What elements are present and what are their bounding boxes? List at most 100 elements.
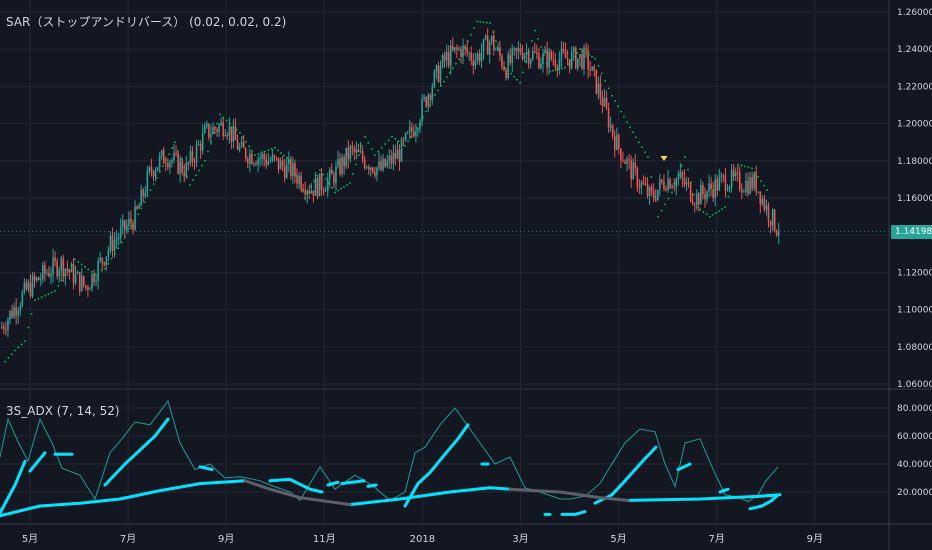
candle	[675, 179, 678, 187]
candle	[691, 201, 694, 205]
sar-dot	[289, 159, 291, 162]
sar-dot	[334, 191, 336, 194]
candle	[76, 272, 79, 274]
sar-dot	[519, 81, 521, 84]
sar-dot	[677, 173, 680, 176]
candle	[324, 190, 327, 192]
candle	[693, 204, 696, 206]
candle	[634, 162, 637, 169]
candle	[689, 183, 692, 202]
candle	[517, 48, 520, 51]
candle	[177, 152, 179, 174]
sar-dot	[110, 257, 113, 260]
sar-dot	[458, 58, 460, 61]
adx-tick-label: 80.0000	[897, 404, 932, 414]
price-tick-label: 1.16000	[897, 194, 932, 204]
candle	[404, 133, 407, 140]
candle	[718, 177, 721, 191]
time-tick-label: 2018	[410, 534, 435, 545]
candle	[474, 60, 477, 66]
candle	[152, 171, 155, 177]
candle	[513, 47, 516, 49]
sar-dot	[80, 263, 83, 266]
sar-dot	[137, 213, 140, 216]
candle	[17, 310, 19, 316]
adx-thick-line	[626, 493, 782, 502]
candle	[749, 177, 751, 194]
sar-dot	[90, 270, 93, 273]
candle	[171, 159, 173, 162]
candle	[265, 159, 268, 165]
candle	[622, 160, 624, 162]
candle	[302, 188, 304, 191]
candle	[519, 48, 522, 53]
adx-tick-label: 20.0000	[897, 488, 932, 498]
candle	[146, 171, 149, 194]
candle	[148, 167, 151, 172]
sar-dot	[461, 53, 463, 56]
adx-pane[interactable]	[0, 399, 782, 518]
sar-dot	[479, 20, 482, 23]
sar-dot	[319, 169, 321, 172]
candle	[441, 55, 444, 67]
candle	[244, 148, 247, 159]
sar-dot	[582, 50, 584, 52]
candle	[316, 178, 319, 197]
candle	[5, 329, 7, 331]
candle	[458, 48, 460, 50]
sar-dot	[70, 263, 73, 266]
sar-dot	[346, 184, 348, 186]
sar-dot	[24, 340, 26, 343]
candle	[216, 129, 218, 132]
sar-dot	[597, 65, 600, 67]
sar-dot	[693, 193, 695, 196]
sar-dot	[114, 252, 116, 255]
candle	[119, 227, 122, 238]
sar-dot	[611, 94, 613, 97]
sar-dot	[316, 174, 318, 177]
price-tick-label: 1.22000	[897, 82, 932, 92]
adx-thick-line	[0, 479, 247, 518]
candle	[374, 172, 376, 176]
candle	[413, 131, 415, 137]
sar-dot	[428, 104, 430, 107]
adx-indicator-label[interactable]: 3S_ADX (7, 14, 52)	[6, 404, 120, 418]
sar-dot	[641, 146, 643, 149]
candle	[359, 151, 362, 153]
sar-dot	[50, 291, 53, 294]
sar-dot	[644, 151, 646, 154]
sar-dot	[410, 136, 412, 138]
candle	[113, 240, 116, 252]
candle	[173, 152, 175, 160]
adx-axis[interactable]: 20.0000 40.0000 60.0000 80.0000	[897, 404, 932, 498]
candle	[642, 181, 645, 185]
candle	[507, 54, 509, 78]
candle	[363, 159, 366, 168]
candle	[99, 257, 101, 261]
candle	[261, 154, 263, 159]
candle	[554, 60, 557, 67]
sar-indicator-label[interactable]: SAR（ストップアンドリバース） (0.02, 0.02, 0.2)	[6, 15, 287, 29]
sar-dot	[564, 66, 566, 69]
candle	[773, 209, 776, 231]
candle	[452, 45, 454, 51]
sar-dot	[174, 141, 176, 144]
candle	[480, 52, 483, 62]
candle	[503, 66, 505, 70]
adx-thick-line	[198, 465, 214, 472]
candle	[544, 50, 546, 54]
candle	[232, 126, 235, 142]
signal-marker	[660, 155, 668, 161]
sar-dot	[264, 150, 266, 153]
sar-dot	[540, 46, 542, 48]
candle	[525, 51, 528, 55]
sar-dot	[216, 122, 218, 125]
main-pane[interactable]	[0, 20, 889, 363]
candle	[21, 292, 24, 307]
candle	[335, 166, 337, 184]
candle	[646, 184, 649, 197]
sar-dot	[222, 116, 225, 119]
time-axis[interactable]: 5月 7月 9月 11月 2018 3月 5月 7月 9月	[22, 533, 823, 545]
sar-dot	[361, 145, 363, 147]
